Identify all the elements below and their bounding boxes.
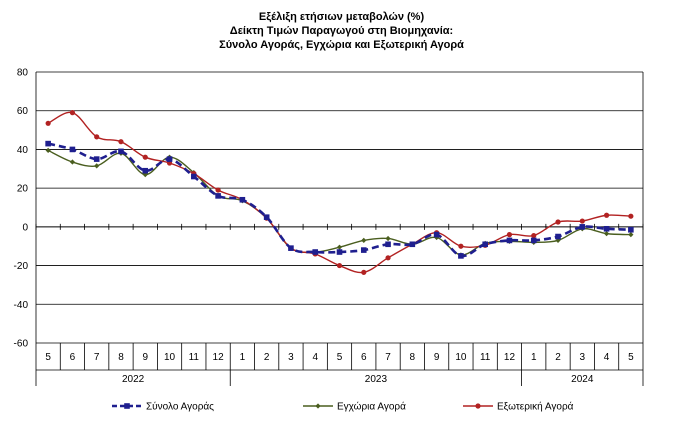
x-tick-label: 6 <box>70 352 76 363</box>
legend-swatch-marker-2 <box>475 403 481 409</box>
x-tick-label: 12 <box>213 352 225 363</box>
year-label-2023: 2023 <box>365 374 388 385</box>
series-2-point <box>69 110 76 116</box>
series-0-point <box>336 249 343 255</box>
series-0-point <box>69 146 76 153</box>
series-2-point <box>142 154 148 160</box>
x-tick-label: 5 <box>628 352 634 363</box>
x-tick-label: 7 <box>385 352 391 363</box>
series-0-point <box>142 167 149 174</box>
x-tick-label: 4 <box>312 352 318 363</box>
series-2-point <box>118 139 124 145</box>
series-0-point <box>579 224 586 230</box>
series-1-point <box>603 231 610 237</box>
series-0-point <box>239 196 246 203</box>
x-tick-label: 11 <box>480 352 491 363</box>
y-tick-label: 80 <box>17 68 29 79</box>
series-0-point <box>603 225 610 232</box>
series-0-point <box>166 156 173 162</box>
y-tick-label: 40 <box>17 145 29 156</box>
series-2-point <box>579 218 585 224</box>
x-tick-label: 9 <box>434 352 440 363</box>
x-tick-label: 5 <box>337 352 343 363</box>
x-tick-label: 4 <box>604 352 610 363</box>
x-tick-label: 6 <box>361 352 367 363</box>
series-0-point <box>433 231 440 238</box>
series-1-point <box>69 159 76 165</box>
y-tick-label: -40 <box>14 300 29 311</box>
x-tick-label: 5 <box>45 352 51 363</box>
series-2-point <box>531 232 537 239</box>
series-0-point <box>458 253 464 259</box>
series-2-point <box>94 134 100 140</box>
series-0-point <box>215 193 221 199</box>
year-label-2022: 2022 <box>122 374 145 385</box>
series-0-point <box>628 226 634 233</box>
y-tick-label: 0 <box>22 222 28 233</box>
series-line-0 <box>47 142 631 258</box>
series-0-point <box>385 241 391 248</box>
x-tick-label: 7 <box>94 352 100 363</box>
x-tick-label: 10 <box>164 352 176 363</box>
x-tick-label: 1 <box>240 352 246 363</box>
series-0-point <box>506 237 513 244</box>
x-tick-label: 12 <box>504 352 516 363</box>
series-2-point <box>45 120 51 126</box>
series-1-point <box>45 147 51 153</box>
legend-label-2: Εξωτερική Αγορά <box>497 401 574 413</box>
series-1-point <box>94 163 100 169</box>
x-tick-label: 3 <box>288 352 294 363</box>
series-2-point <box>336 262 343 269</box>
series-2-point <box>603 212 610 218</box>
series-0-point <box>191 173 197 180</box>
series-1-point <box>361 237 367 244</box>
series-0-point <box>482 241 488 248</box>
x-tick-label: 2 <box>555 352 561 363</box>
x-tick-label: 2 <box>264 352 270 363</box>
series-line-1 <box>47 149 631 256</box>
y-tick-label: -60 <box>14 339 29 350</box>
series-0-point <box>93 156 100 162</box>
chart-subtitle-2: Σύνολο Αγοράς, Εγχώρια και Εξωτερική Αγο… <box>219 39 464 51</box>
series-0-point <box>360 247 367 253</box>
x-tick-label: 9 <box>142 352 148 363</box>
series-2-point <box>628 213 634 219</box>
chart-subtitle-1: Δείκτη Τιμών Παραγωγού στη Βιομηχανία: <box>229 25 454 37</box>
x-tick-label: 3 <box>580 352 586 363</box>
x-tick-label: 10 <box>455 352 467 363</box>
series-0-point <box>288 245 294 251</box>
x-tick-label: 1 <box>531 352 537 363</box>
series-1-point <box>385 235 391 242</box>
series-2-point <box>458 243 464 249</box>
y-tick-label: -20 <box>14 261 29 272</box>
legend-swatch-marker-1 <box>315 403 321 409</box>
chart-title: Εξέλιξη ετήσιων μεταβολών (%) <box>258 11 425 23</box>
series-0-point <box>555 233 561 240</box>
series-0-point <box>530 237 537 244</box>
legend-label-1: Εγχώρια Αγορά <box>337 401 406 413</box>
year-label-2024: 2024 <box>571 374 594 385</box>
y-tick-label: 60 <box>17 106 29 117</box>
x-tick-label: 8 <box>118 352 124 363</box>
x-tick-label: 8 <box>410 352 416 363</box>
series-2-point <box>385 255 391 261</box>
series-0-point <box>263 214 270 220</box>
series-2-point <box>555 219 561 225</box>
series-0-point <box>45 140 51 147</box>
series-2-point <box>215 187 221 193</box>
series-1-point <box>336 244 343 250</box>
series-0-point <box>312 249 319 255</box>
x-tick-label: 11 <box>189 352 200 363</box>
legend-label-0: Σύνολο Αγοράς <box>146 401 214 413</box>
series-2-point <box>361 269 367 275</box>
y-tick-label: 20 <box>17 184 29 195</box>
series-0-point <box>409 241 416 248</box>
legend-swatch-marker-0 <box>124 403 130 409</box>
series-2-point <box>506 232 513 238</box>
series-1-point <box>628 232 634 238</box>
series-0-point <box>118 148 124 155</box>
